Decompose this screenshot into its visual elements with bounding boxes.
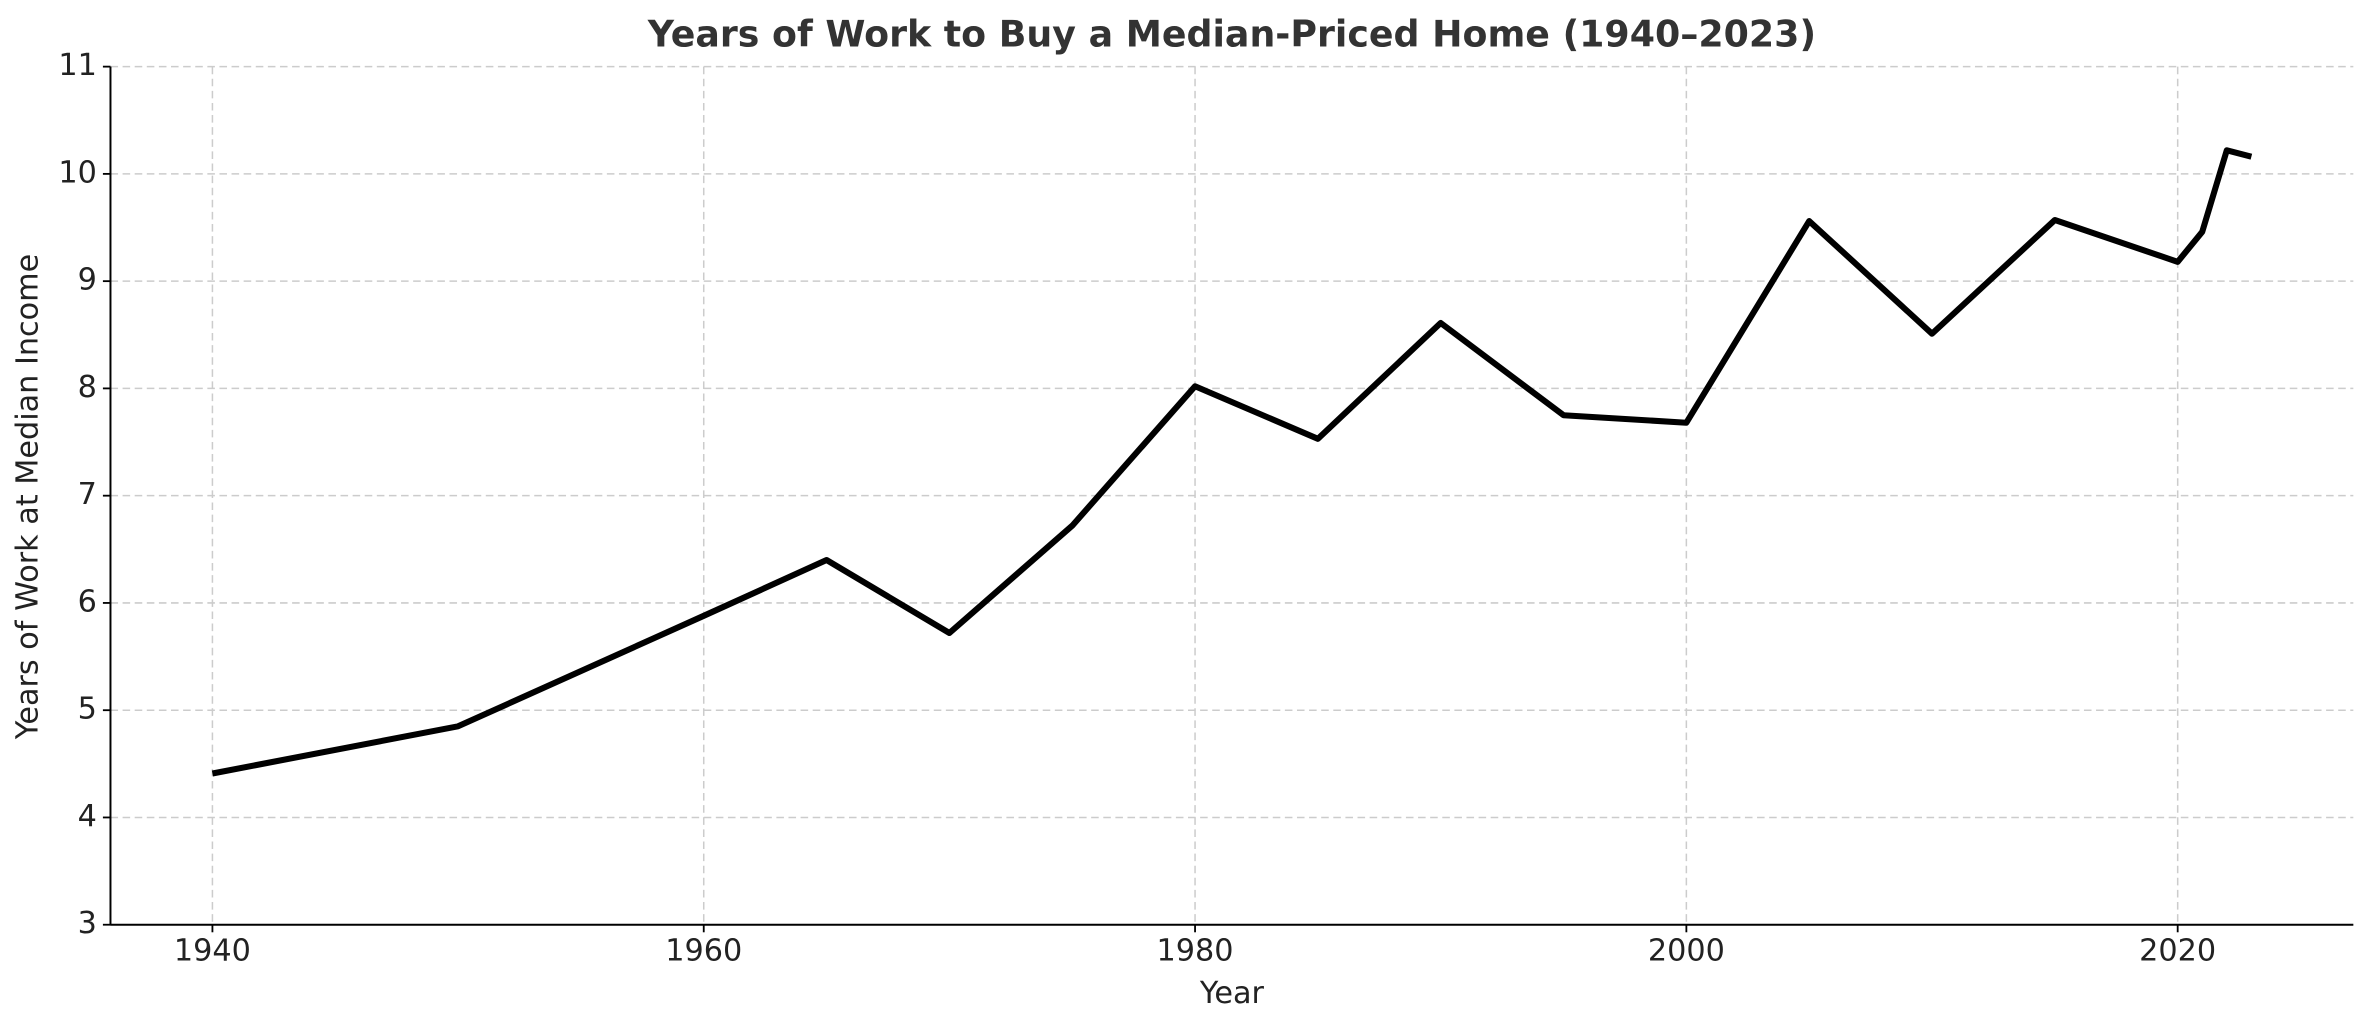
y-tick-label: 10 bbox=[58, 155, 97, 190]
x-tick-label: 2020 bbox=[2139, 933, 2216, 968]
y-tick-label: 3 bbox=[78, 906, 97, 941]
y-tick-label: 8 bbox=[78, 370, 97, 405]
y-tick-label: 9 bbox=[78, 263, 97, 298]
chart-title: Years of Work to Buy a Median-Priced Hom… bbox=[647, 12, 1816, 55]
y-tick-label: 6 bbox=[78, 584, 97, 619]
x-tick-label: 2000 bbox=[1648, 933, 1725, 968]
x-tick-label: 1960 bbox=[665, 933, 742, 968]
y-tick-label: 5 bbox=[78, 692, 97, 727]
x-tick-label: 1980 bbox=[1157, 933, 1234, 968]
y-tick-label: 4 bbox=[78, 799, 97, 834]
data-line bbox=[211, 147, 2253, 777]
y-axis-label: Years of Work at Median Income bbox=[10, 254, 45, 740]
x-tick-label: 1940 bbox=[174, 933, 251, 968]
x-axis-label: Year bbox=[1199, 976, 1265, 1011]
y-tick-label: 11 bbox=[58, 48, 97, 83]
y-tick-label: 7 bbox=[78, 477, 97, 512]
